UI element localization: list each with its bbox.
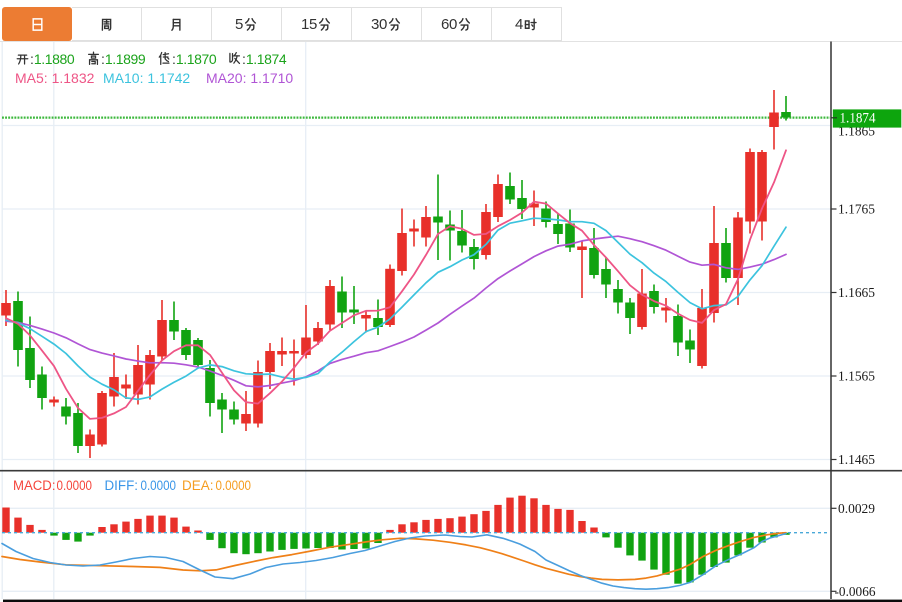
svg-text:0.0000: 0.0000 bbox=[141, 478, 177, 493]
svg-text:1.1874: 1.1874 bbox=[840, 111, 877, 127]
svg-text:1.1665: 1.1665 bbox=[838, 285, 875, 300]
svg-text:1.1765: 1.1765 bbox=[838, 202, 875, 217]
svg-text:-0.0066: -0.0066 bbox=[835, 584, 876, 599]
svg-text:DIFF:: DIFF: bbox=[105, 478, 139, 493]
svg-text:DEA:: DEA: bbox=[182, 478, 214, 493]
svg-text:MACD:: MACD: bbox=[13, 478, 56, 493]
svg-text:1.1565: 1.1565 bbox=[838, 369, 875, 384]
svg-text:0.0000: 0.0000 bbox=[216, 478, 252, 493]
svg-text:0.0029: 0.0029 bbox=[838, 501, 875, 516]
svg-text:0.0000: 0.0000 bbox=[57, 478, 93, 493]
svg-text:1.1465: 1.1465 bbox=[838, 452, 875, 467]
